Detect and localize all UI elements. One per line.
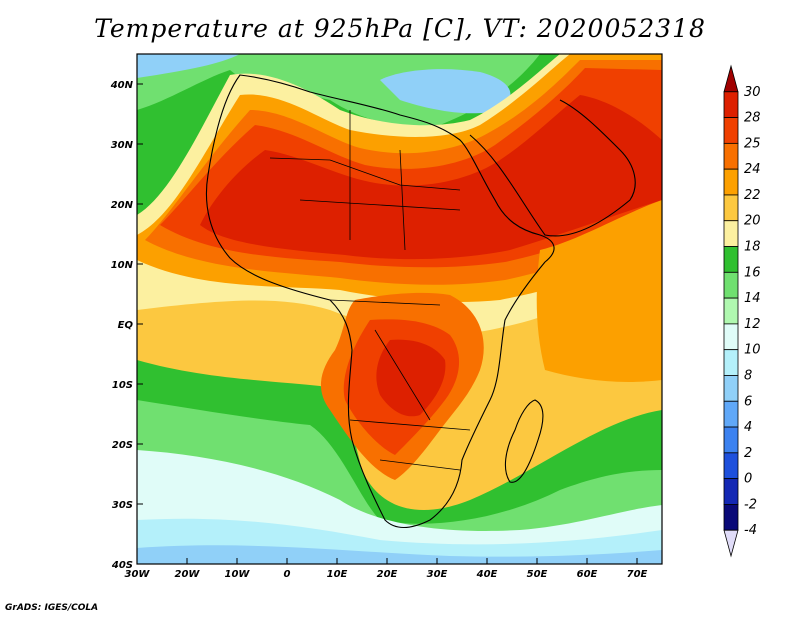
colorbar-level-label: 14 — [744, 291, 761, 306]
lat-tick-label: 40S — [111, 560, 133, 571]
lon-tick-label: 10E — [327, 569, 348, 580]
colorbar-swatch — [723, 375, 739, 402]
africa-coastline — [205, 74, 555, 529]
lat-tick-label: EQ — [118, 320, 134, 331]
lon-tick-label: 30W — [125, 569, 151, 580]
colorbar-swatch — [723, 297, 739, 325]
colorbar-swatch — [723, 246, 739, 273]
lon-tick-label: 20E — [377, 569, 398, 580]
colorbar-level-label: 6 — [744, 394, 752, 409]
lon-tick-label: 70E — [627, 569, 648, 580]
lat-tick-label: 20N — [111, 200, 134, 211]
temperature-field — [137, 54, 662, 564]
plot-frame — [136, 53, 663, 565]
colorbar-level-label: 10 — [744, 343, 761, 358]
band-north-blue — [137, 54, 240, 78]
colorbar-level-label: 0 — [744, 472, 752, 487]
colorbar-swatch — [723, 271, 739, 299]
country-borders — [269, 110, 471, 471]
lon-tick-label: 0 — [284, 569, 291, 580]
colorbar-swatch — [723, 504, 739, 531]
colorbar-level-label: 20 — [744, 214, 761, 229]
lat-tick-label: 20S — [112, 440, 133, 451]
colorbar-swatch — [723, 142, 739, 170]
colorbar-swatch — [723, 349, 739, 376]
lon-tick-label: 10W — [225, 569, 251, 580]
grads-credit: GrADS: IGES/COLA — [5, 603, 99, 613]
colorbar-level-label: 25 — [744, 136, 761, 151]
med-sea-blue — [380, 69, 511, 114]
band-south-blue — [137, 545, 662, 564]
colorbar-level-label: -2 — [744, 497, 757, 512]
colorbar-swatch — [723, 323, 739, 351]
lon-tick-label: 40E — [476, 569, 498, 580]
lon-tick-label: 30E — [427, 569, 448, 580]
indian-ocean-amber — [536, 200, 662, 382]
colorbar-swatch — [723, 529, 739, 558]
colorbar-swatch — [723, 168, 739, 196]
madagascar-coastline — [504, 399, 544, 483]
map-title: Temperature at 925hPa [C], VT: 202005231… — [94, 14, 706, 43]
arabia-coastline — [469, 99, 636, 237]
colorbar-swatch — [723, 478, 739, 505]
colorbar-swatch — [723, 194, 739, 222]
colorbar-level-label: 24 — [744, 162, 761, 177]
colorbar-level-label: -4 — [744, 523, 757, 538]
colorbar-swatch — [723, 400, 739, 428]
colorbar-swatch — [723, 452, 739, 480]
lat-tick-label: 30S — [112, 500, 133, 511]
colorbar-swatch — [723, 64, 739, 93]
interior-hot — [376, 339, 446, 417]
heat-hot — [200, 95, 662, 260]
lat-tick-label: 10N — [111, 260, 134, 271]
colorbar-level-label: 4 — [744, 420, 752, 435]
lon-tick-label: 50E — [527, 569, 548, 580]
colorbar-swatch — [723, 117, 739, 144]
colorbar-level-label: 30 — [744, 85, 761, 100]
colorbar-level-label: 2 — [744, 446, 752, 461]
colorbar-swatch — [723, 220, 739, 247]
colorbar-level-label: 16 — [744, 265, 761, 280]
lat-tick-label: 40N — [110, 80, 134, 91]
axis-ticks: 30W 20W 10W 0 10E 20E 30E 40E 50E 60E 70E 40N 30N 20N… — [110, 80, 648, 580]
colorbar-swatch — [723, 91, 739, 118]
colorbar-level-label: 8 — [744, 368, 752, 383]
colorbar-level-label: 28 — [744, 111, 761, 126]
colorbar-swatch — [723, 426, 739, 454]
lat-tick-label: 30N — [111, 140, 134, 151]
colorbar-level-label: 12 — [744, 317, 761, 332]
colorbar-level-label: 22 — [744, 188, 761, 203]
lon-tick-label: 20W — [175, 569, 201, 580]
lon-tick-label: 60E — [577, 569, 598, 580]
colorbar-level-label: 18 — [744, 240, 761, 255]
lat-tick-label: 10S — [112, 380, 133, 391]
